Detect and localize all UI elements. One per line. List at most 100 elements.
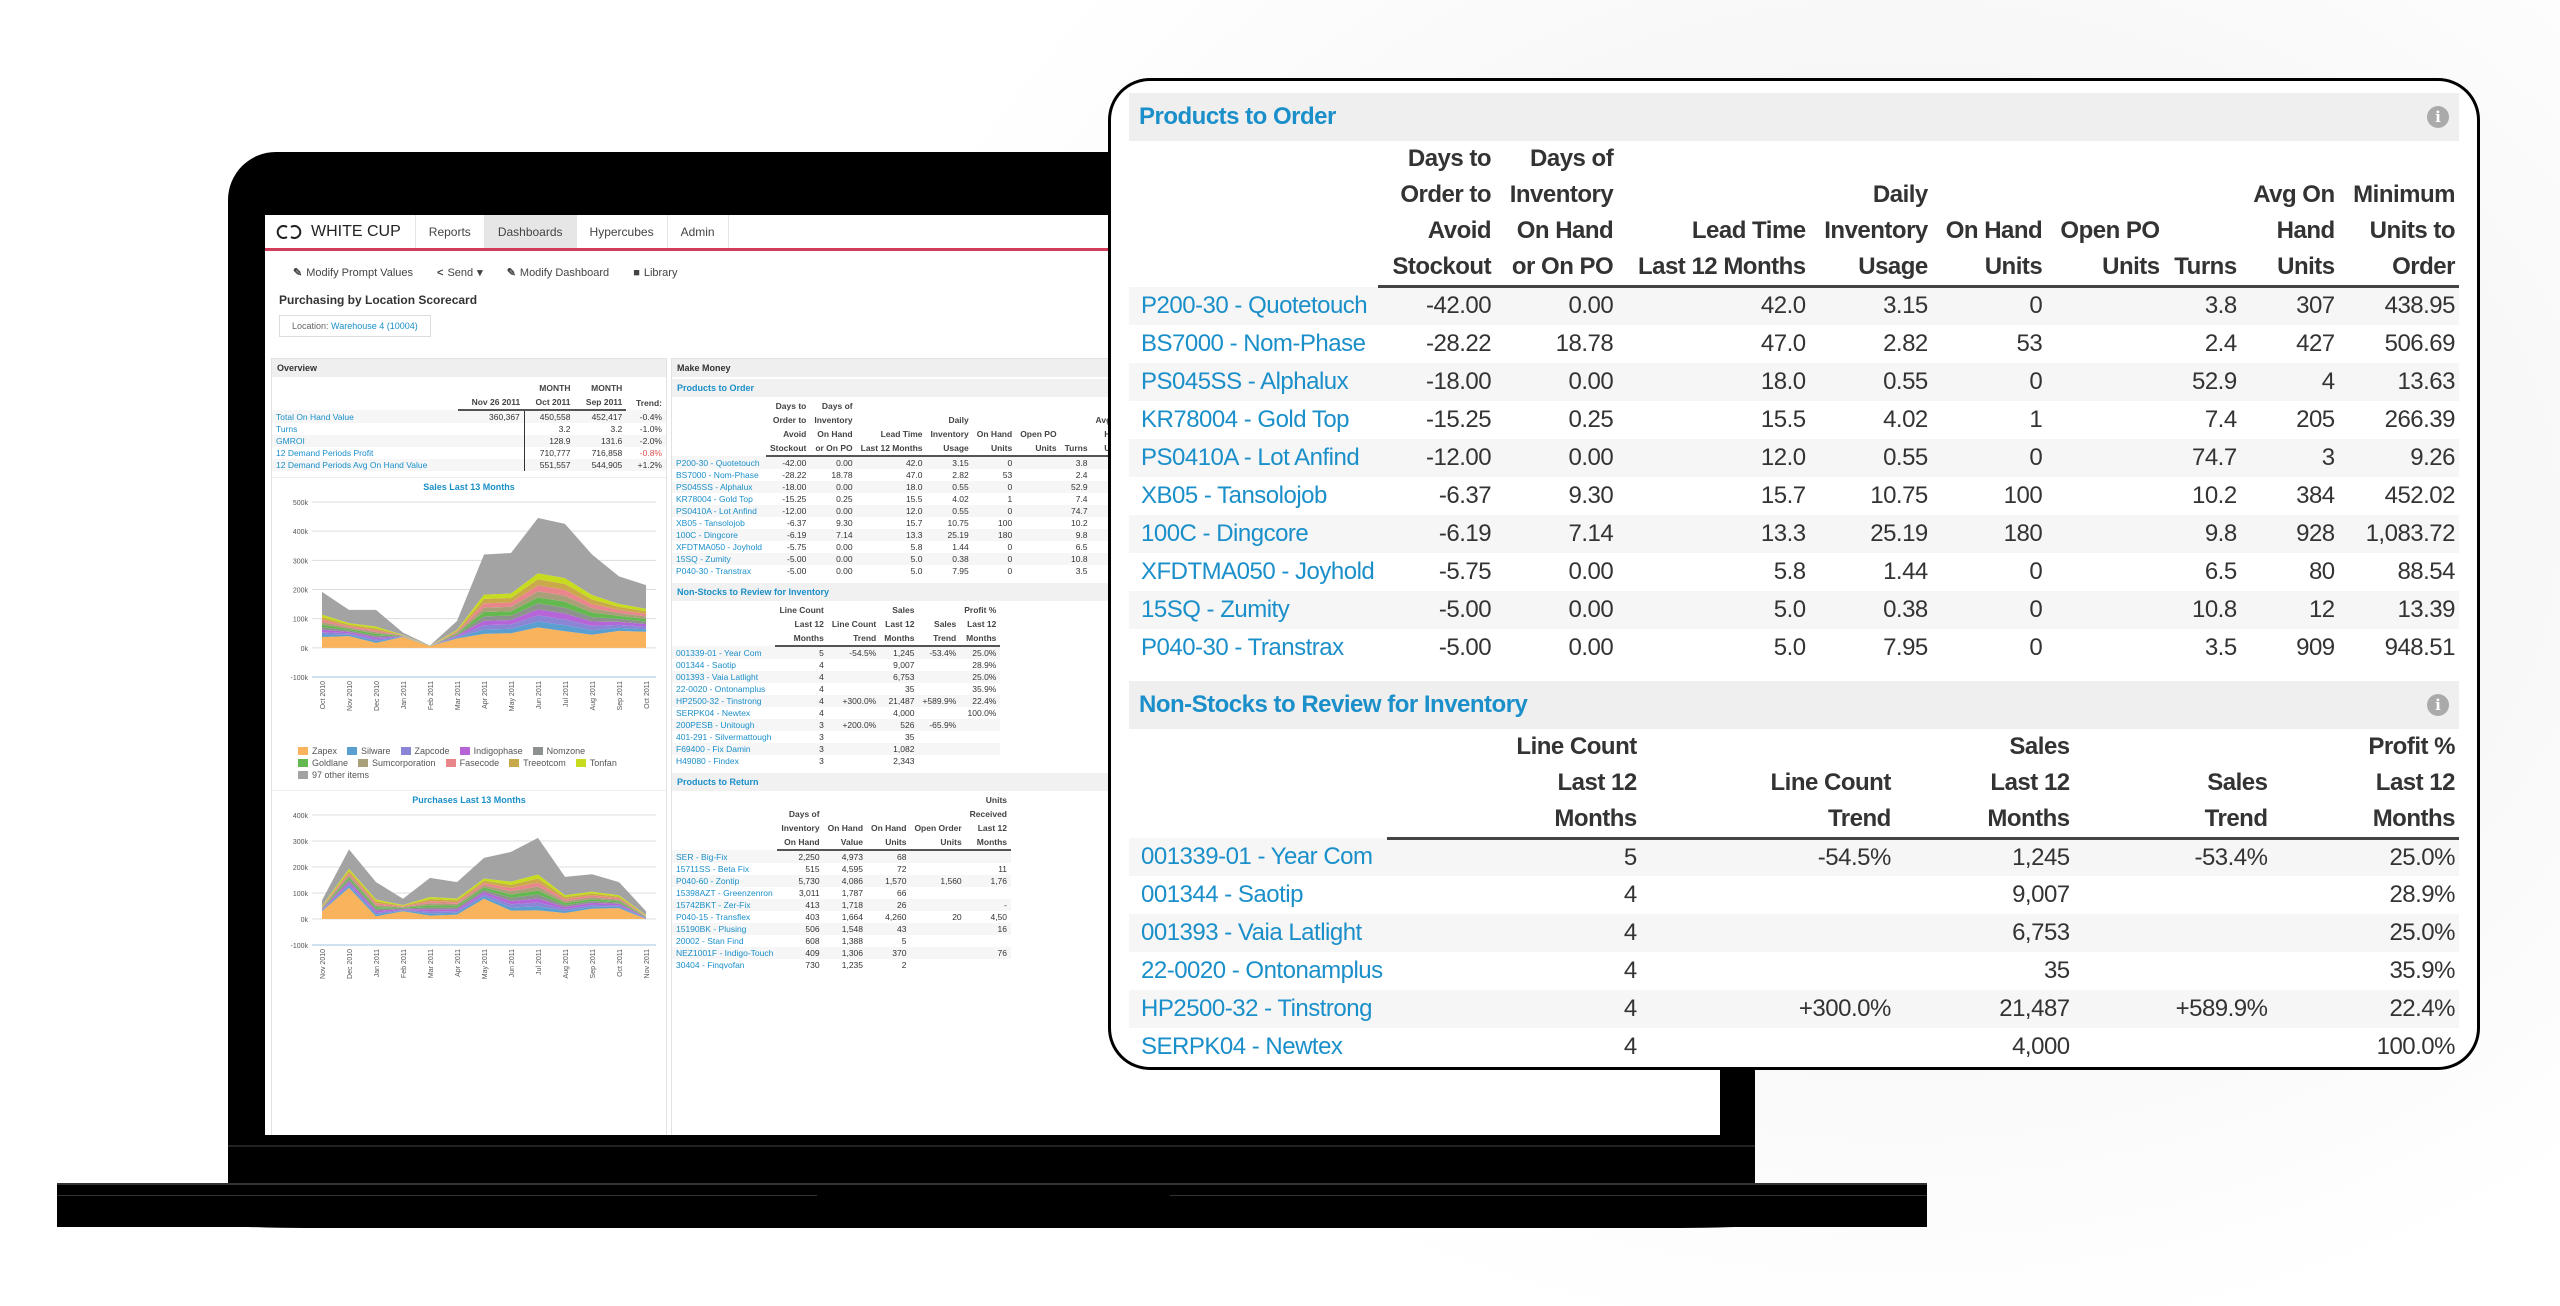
legend-item[interactable]: Tonfan [575,758,617,768]
item-link[interactable]: XB05 - Tansolojob [676,518,745,528]
zoomed-detail-card: Products to Order i Days to Days of Order … [1108,78,2480,1070]
item-link[interactable]: P200-30 - Quotetouch [1129,286,1379,325]
column-header [2339,141,2459,177]
column-header: Trend [1640,800,1895,840]
products-to-order-header: Products to Order i [1129,93,2459,141]
item-link[interactable]: KR78004 - Gold Top [1141,405,1350,433]
library-button[interactable]: ■ Library [633,266,678,279]
nav-tab-admin[interactable]: Admin [668,215,729,248]
legend-item[interactable]: Goldlane [298,758,348,768]
column-header: Months [775,631,828,647]
location-value-link[interactable]: Warehouse 4 (10004) [331,321,418,331]
item-link[interactable]: 22-0020 - Ontonamplus [676,684,766,694]
cell-value: 4 [819,708,824,718]
non-stocks-heading[interactable]: Non-Stocks to Review for Inventory [1139,690,1528,718]
item-link[interactable]: 001393 - Vaia Latlight [1129,914,1387,952]
item-link[interactable]: KR78004 - Gold Top [676,494,753,504]
area-series [322,883,646,919]
cell-value: 74.7 [1060,505,1092,517]
nav-tab-reports[interactable]: Reports [416,215,485,248]
item-link[interactable]: 001339-01 - Year Com [672,646,776,659]
cell-value: 5.0 [1773,633,1806,661]
item-link[interactable]: PS045SS - Alphalux [672,481,766,493]
item-link[interactable]: SERPK04 - Newtex [1141,1033,1343,1060]
item-link[interactable]: 001393 - Vaia Latlight [672,671,776,683]
item-link[interactable]: 100C - Dingcore [1129,514,1379,553]
item-link[interactable]: P040-60 - Zontip [672,875,778,887]
item-link[interactable]: 401-291 - Silvermattough [676,732,772,742]
item-link[interactable]: H49080 - Findex [676,756,739,766]
send-button[interactable]: < Send ▾ [437,266,483,280]
modify-dashboard-button[interactable]: ✎ Modify Dashboard [506,266,610,280]
column-header: On Hand [871,823,907,833]
item-link[interactable]: 15742BKT - Zer-Fix [672,899,778,911]
item-link[interactable]: BS7000 - Nom-Phase [1141,329,1366,357]
legend-item[interactable]: 97 other items [298,770,369,780]
item-link[interactable]: 200PESB - Unitough [672,719,776,731]
item-link[interactable]: 15398AZT - Greenzenron [676,888,773,898]
metric-value: 551,557 [523,459,575,471]
item-link[interactable]: 22-0020 - Ontonamplus [1141,957,1383,984]
item-link[interactable]: P040-15 - Transflex [676,912,751,922]
item-link[interactable]: XB05 - Tansolojob [1141,481,1327,509]
item-link[interactable]: P200-30 - Quotetouch [672,456,766,469]
modify-prompt-values-button[interactable]: ✎ Modify Prompt Values [293,266,414,280]
cell-value: 4,595 [841,864,864,874]
item-link[interactable]: 30404 - Finqvofan [676,960,745,970]
cell-value: 80 [2308,557,2335,585]
cell-value: -5.75 [1438,557,1492,585]
item-link[interactable]: SER - Big-Fix [672,850,778,863]
products-to-order-heading[interactable]: Products to Order [1139,103,1336,130]
item-link[interactable]: 15711SS - Beta Fix [676,864,750,874]
legend-item[interactable]: Sumcorporation [358,758,436,768]
cell-value [1016,456,1061,469]
legend-item[interactable]: Treeotcom [509,758,566,768]
legend-item[interactable]: Zapcode [400,746,450,756]
item-link[interactable]: PS0410A - Lot Anfind [672,505,766,517]
item-link[interactable]: P040-30 - Transtrax [676,566,752,576]
item-link[interactable]: 001339-01 - Year Com [1129,838,1387,876]
nav-tab-hypercubes[interactable]: Hypercubes [577,215,668,248]
item-link[interactable]: XFDTMA050 - Joyhold [1141,557,1375,585]
legend-item[interactable]: Zapex [298,746,337,756]
legend-item[interactable]: Indigophase [459,746,523,756]
metric-link[interactable]: GMROI [272,435,459,447]
info-icon[interactable]: i [2427,106,2449,128]
legend-item[interactable]: Fasecode [445,758,499,768]
legend-item[interactable]: Nomzone [532,746,585,756]
metric-link[interactable]: 12 Demand Periods Avg On Hand Value [272,459,459,471]
nav-tab-dashboards[interactable]: Dashboards [484,215,577,248]
cell-value: 1.44 [952,542,969,552]
item-link[interactable]: SERPK04 - Newtex [676,708,751,718]
item-link[interactable]: 001344 - Saotip [1141,881,1303,908]
legend-item[interactable]: Silware [347,746,391,756]
item-link[interactable]: 15190BK - Plusing [672,923,778,935]
item-link[interactable]: PS0410A - Lot Anfind [1129,438,1379,477]
item-link[interactable]: F69400 - Fix Damin [672,743,776,755]
cell-value: +589.9% [918,695,961,707]
cell-value: 205 [2296,405,2335,433]
item-link[interactable]: XFDTMA050 - Joyhold [676,542,762,552]
location-filter[interactable]: Location: Warehouse 4 (10004) [279,315,431,337]
metric-link[interactable]: Total On Hand Value [272,410,459,423]
item-link[interactable]: BS7000 - Nom-Phase [676,470,759,480]
logo[interactable]: WHITE CUP [265,215,416,248]
item-link[interactable]: PS045SS - Alphalux [1129,362,1379,401]
item-link[interactable]: 001344 - Saotip [676,660,737,670]
item-link[interactable]: P040-30 - Transtrax [1141,633,1344,661]
table-row: P200-30 - Quotetouch -42.00 0.00 42.0 3.15 0 3… [1129,286,2459,325]
item-link[interactable]: NEZ1001F - Indigo-Touch [672,947,778,959]
item-link[interactable]: 100C - Dingcore [672,529,766,541]
item-link[interactable]: HP2500-32 - Tinstrong [1129,990,1387,1028]
cell-value [2046,553,2163,591]
metric-link[interactable]: Turns [276,424,298,434]
cell-value [827,671,881,683]
info-icon[interactable]: i [2427,693,2449,716]
cell-value: 403 [805,912,820,922]
metric-link[interactable]: 12 Demand Periods Profit [276,448,374,458]
item-link[interactable]: 20002 - Stan Find [676,936,744,946]
item-link[interactable]: 15SQ - Zumity [672,553,766,565]
item-link[interactable]: 15SQ - Zumity [1129,590,1379,629]
item-link[interactable]: HP2500-32 - Tinstrong [672,695,776,707]
